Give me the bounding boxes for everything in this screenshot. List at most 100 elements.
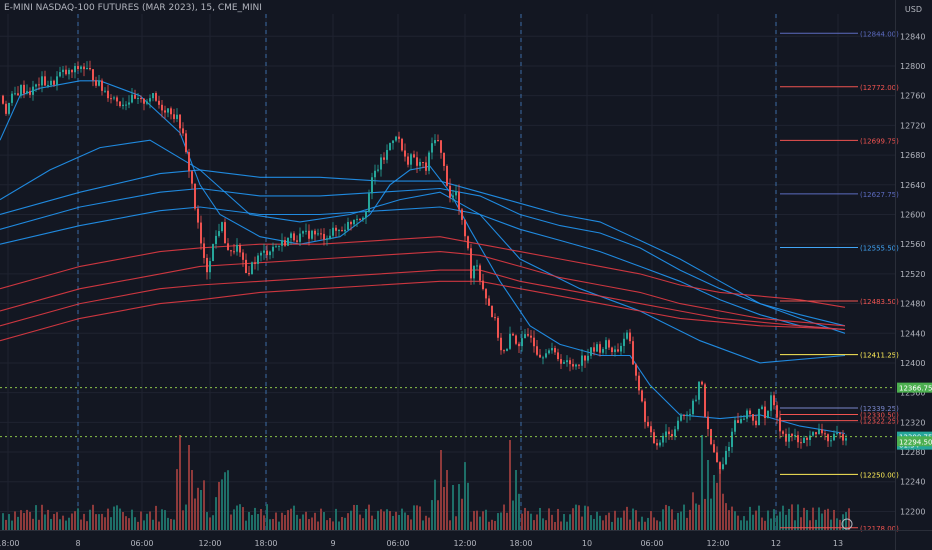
candle-body (545, 353, 547, 358)
candle-body (512, 333, 514, 336)
volume-bar (137, 521, 139, 530)
volume-bar (752, 514, 754, 530)
candle-body (551, 348, 553, 351)
volume-bar (389, 511, 391, 530)
candle-body (758, 409, 760, 426)
volume-bar (731, 506, 733, 530)
volume-bar (230, 514, 232, 530)
volume-bar (194, 498, 196, 530)
candle-body (239, 244, 241, 253)
volume-bar (371, 515, 373, 530)
time-tick-label: 18:00 (254, 539, 277, 548)
candle-body (128, 102, 130, 105)
volume-bar (599, 515, 601, 530)
candle-body (305, 230, 307, 232)
volume-bar (560, 521, 562, 530)
volume-bar (125, 516, 127, 530)
volume-bar (494, 520, 496, 530)
volume-bar (383, 511, 385, 530)
volume-bar (278, 521, 280, 530)
candle-body (428, 152, 430, 171)
price-tick-label: 12680 (900, 151, 925, 160)
candle-body (782, 431, 784, 434)
candle-body (2, 95, 4, 104)
candle-body (230, 250, 232, 252)
candle-body (590, 347, 592, 356)
price-tick-label: 12360 (900, 389, 925, 398)
volume-bar (239, 504, 241, 530)
volume-bar (155, 505, 157, 530)
candle-body (548, 350, 550, 354)
candle-body (293, 233, 295, 241)
candle-body (125, 104, 127, 106)
volume-bar (845, 512, 847, 530)
volume-bar (269, 519, 271, 530)
volume-bar (5, 519, 7, 530)
candle-body (377, 169, 379, 171)
candle-body (809, 435, 811, 440)
price-tick-label: 12480 (900, 300, 925, 309)
volume-bar (548, 508, 550, 530)
price-level-label: (12178.00) (860, 525, 899, 533)
time-tick-label: 12:00 (198, 539, 221, 548)
volume-bar (719, 463, 721, 530)
time-tick-label: 10 (582, 539, 592, 548)
volume-bar (662, 509, 664, 530)
candle-body (113, 97, 115, 99)
candle-body (155, 93, 157, 101)
volume-bar (635, 510, 637, 530)
volume-bar (413, 505, 415, 530)
volume-bar (668, 506, 670, 530)
candle-body (179, 114, 181, 129)
candle-body (668, 431, 670, 435)
candle-body (410, 154, 412, 165)
volume-bar (224, 472, 226, 530)
candle-body (479, 265, 481, 281)
volume-bar (47, 509, 49, 530)
candle-body (815, 432, 817, 435)
candle-body (50, 80, 52, 86)
candle-body (659, 442, 661, 446)
volume-bar (608, 512, 610, 530)
candle-body (401, 138, 403, 151)
volume-bar (218, 481, 220, 530)
volume-bar (254, 507, 256, 530)
volume-bar (377, 510, 379, 530)
volume-bar (623, 510, 625, 530)
candle-body (422, 162, 424, 164)
candle-body (695, 399, 697, 401)
price-tick-label: 12520 (900, 270, 925, 279)
volume-bar (737, 515, 739, 530)
volume-bar (779, 511, 781, 530)
candle-body (704, 384, 706, 417)
candle-body (308, 230, 310, 239)
candle-body (791, 433, 793, 436)
volume-bar (50, 518, 52, 530)
volume-bar (785, 514, 787, 530)
time-tick-label: 9 (330, 539, 335, 548)
candle-body (638, 375, 640, 391)
candle-body (491, 305, 493, 318)
candle-body (656, 443, 658, 446)
volume-bar (146, 513, 148, 530)
volume-bar (347, 513, 349, 530)
volume-bar (827, 508, 829, 530)
candle-body (437, 140, 439, 142)
price-tick-label: 12640 (900, 181, 925, 190)
volume-bar (659, 521, 661, 530)
candle-body (311, 230, 313, 239)
candle-body (566, 360, 568, 363)
volume-bar (29, 511, 31, 530)
price-level-label: (12844.00) (860, 30, 899, 38)
candle-body (737, 420, 739, 423)
volume-bar (206, 512, 208, 530)
volume-bar (86, 521, 88, 530)
candle-body (173, 114, 175, 119)
volume-bar (521, 513, 523, 530)
candle-body (137, 97, 139, 99)
candle-body (200, 222, 202, 244)
volume-bar (374, 519, 376, 530)
volume-bar (77, 508, 79, 530)
volume-bar (701, 435, 703, 530)
